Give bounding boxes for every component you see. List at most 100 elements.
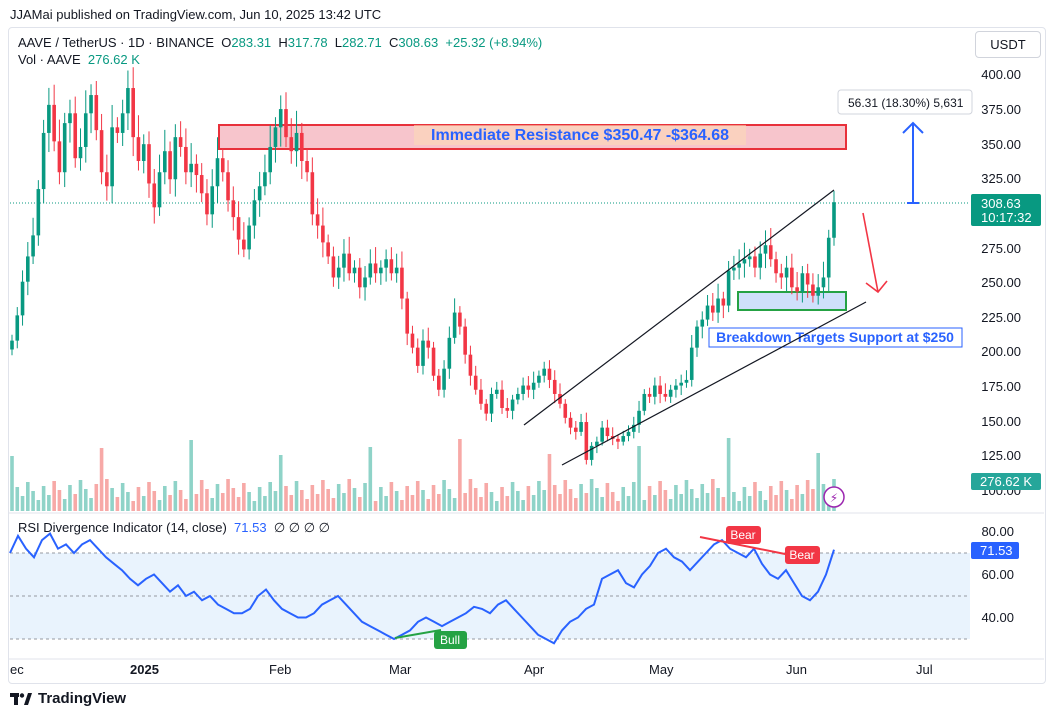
volume-bar (321, 480, 325, 511)
time-axis[interactable]: ec 2025 Feb Mar Apr May Jun Jul (8, 658, 1044, 677)
candle-body (768, 245, 773, 260)
channel-lower-line[interactable] (561, 301, 867, 466)
candle-body (500, 389, 504, 408)
time-tick: ec (10, 662, 24, 677)
rsi-badge (971, 542, 1019, 559)
candle-body (452, 312, 457, 338)
price-tick: 125.00 (981, 448, 1021, 463)
bear-badge-1 (726, 526, 761, 544)
bear-divergence-line (699, 536, 791, 556)
candle-body (621, 436, 626, 442)
candle-body (26, 256, 30, 282)
countdown: 10:17:32 (981, 210, 1032, 225)
candle-body (489, 393, 494, 414)
candle-body (336, 267, 341, 278)
last-price-value: 308.63 (981, 196, 1021, 211)
candle-body (700, 319, 705, 327)
candle-body (790, 267, 794, 288)
candle-body (36, 189, 41, 236)
rsi-legend[interactable]: RSI Divergence Indicator (14, close) 71.… (18, 520, 330, 536)
candle-body (184, 146, 188, 173)
candle-body (73, 113, 78, 159)
candle-body (400, 267, 404, 299)
candle-body (732, 267, 736, 271)
candle-body (674, 385, 678, 390)
candle-body (721, 298, 726, 306)
down-arrow[interactable] (862, 212, 888, 294)
candle-body (226, 172, 230, 201)
candle-body (352, 267, 357, 274)
volume-bar (252, 501, 257, 511)
candle-body (600, 427, 604, 442)
candle-body (205, 193, 209, 215)
rsi-pane[interactable]: Bull Bear Bear 80.00 60.00 40.00 71.53 (8, 512, 1044, 649)
candle-body (442, 368, 446, 390)
price-tick: 225.00 (981, 310, 1021, 325)
volume-bar (89, 498, 93, 511)
brand-name: TradingView (38, 690, 127, 707)
candle-body (294, 132, 299, 152)
candle-body (89, 95, 93, 114)
volume-bar (421, 490, 425, 511)
candle-body (510, 399, 515, 411)
volume-bar (505, 496, 510, 511)
volume-bar (368, 447, 373, 511)
volume-bar (531, 495, 536, 511)
volume-bar (589, 479, 594, 511)
candle-body (547, 368, 552, 380)
candle-body (447, 337, 452, 369)
change-value: +25.32 (+8.94%) (445, 35, 543, 50)
publisher-line: JJAMai published on TradingView.com, Jun… (10, 7, 382, 22)
volume-bar (126, 492, 130, 511)
volume-bar (168, 495, 172, 511)
currency-button[interactable]: USDT (975, 31, 1041, 58)
volume-bar (131, 501, 135, 511)
symbol-legend[interactable]: AAVE / TetherUS · 1D · BINANCE O283.31 H… (18, 35, 542, 50)
candle-body (131, 88, 135, 138)
candle-body (763, 245, 768, 254)
volume-bar (236, 497, 241, 511)
candle-body (210, 186, 215, 215)
volume-bar (31, 491, 35, 511)
volume-bar (52, 481, 56, 511)
volume-bar (263, 496, 267, 511)
volume-bar (405, 486, 409, 511)
candle-body (152, 183, 157, 208)
volume-bar (226, 479, 230, 511)
volume-bar (579, 484, 583, 511)
candle-body (10, 340, 14, 350)
svg-text:⚡: ⚡ (830, 491, 838, 505)
candle-body (695, 326, 699, 348)
close-label: C (389, 35, 399, 50)
candles (10, 67, 836, 466)
candle-body (811, 284, 815, 296)
price-axis[interactable]: 400.00 375.00 350.00 325.00 275.00 250.0… (971, 67, 1041, 498)
resistance-zone[interactable]: Immediate Resistance $350.47 -$364.68 (218, 124, 847, 150)
volume-bar (431, 485, 436, 511)
volume-bar (189, 440, 193, 511)
volume-bar (247, 492, 251, 511)
volume-bar (310, 485, 315, 511)
tradingview-logo[interactable]: TradingView (10, 690, 126, 707)
volume-bar (199, 480, 204, 511)
volume-bar (305, 499, 309, 511)
candle-body (41, 132, 46, 190)
support-zone[interactable]: Breakdown Targets Support at $250 (708, 291, 963, 348)
lightning-icon[interactable]: ⚡ (823, 486, 845, 508)
candle-body (584, 422, 589, 460)
candle-body (684, 379, 689, 383)
volume-bar (658, 481, 662, 511)
volume-bar (47, 495, 51, 511)
support-label: Breakdown Targets Support at $250 (716, 329, 954, 345)
candle-body (668, 389, 673, 397)
channel-upper-line[interactable] (523, 189, 835, 426)
volume-bar (726, 438, 731, 511)
volume-legend[interactable]: Vol · AAVE 276.62 K (18, 52, 140, 67)
volume-bar (473, 488, 478, 511)
candle-body (289, 137, 294, 152)
measure-arrow[interactable]: 56.31 (18.30%) 5,631 (837, 89, 973, 204)
high-label: H (278, 35, 288, 50)
volume-bar (547, 454, 552, 511)
bull-divergence-line (394, 629, 442, 639)
